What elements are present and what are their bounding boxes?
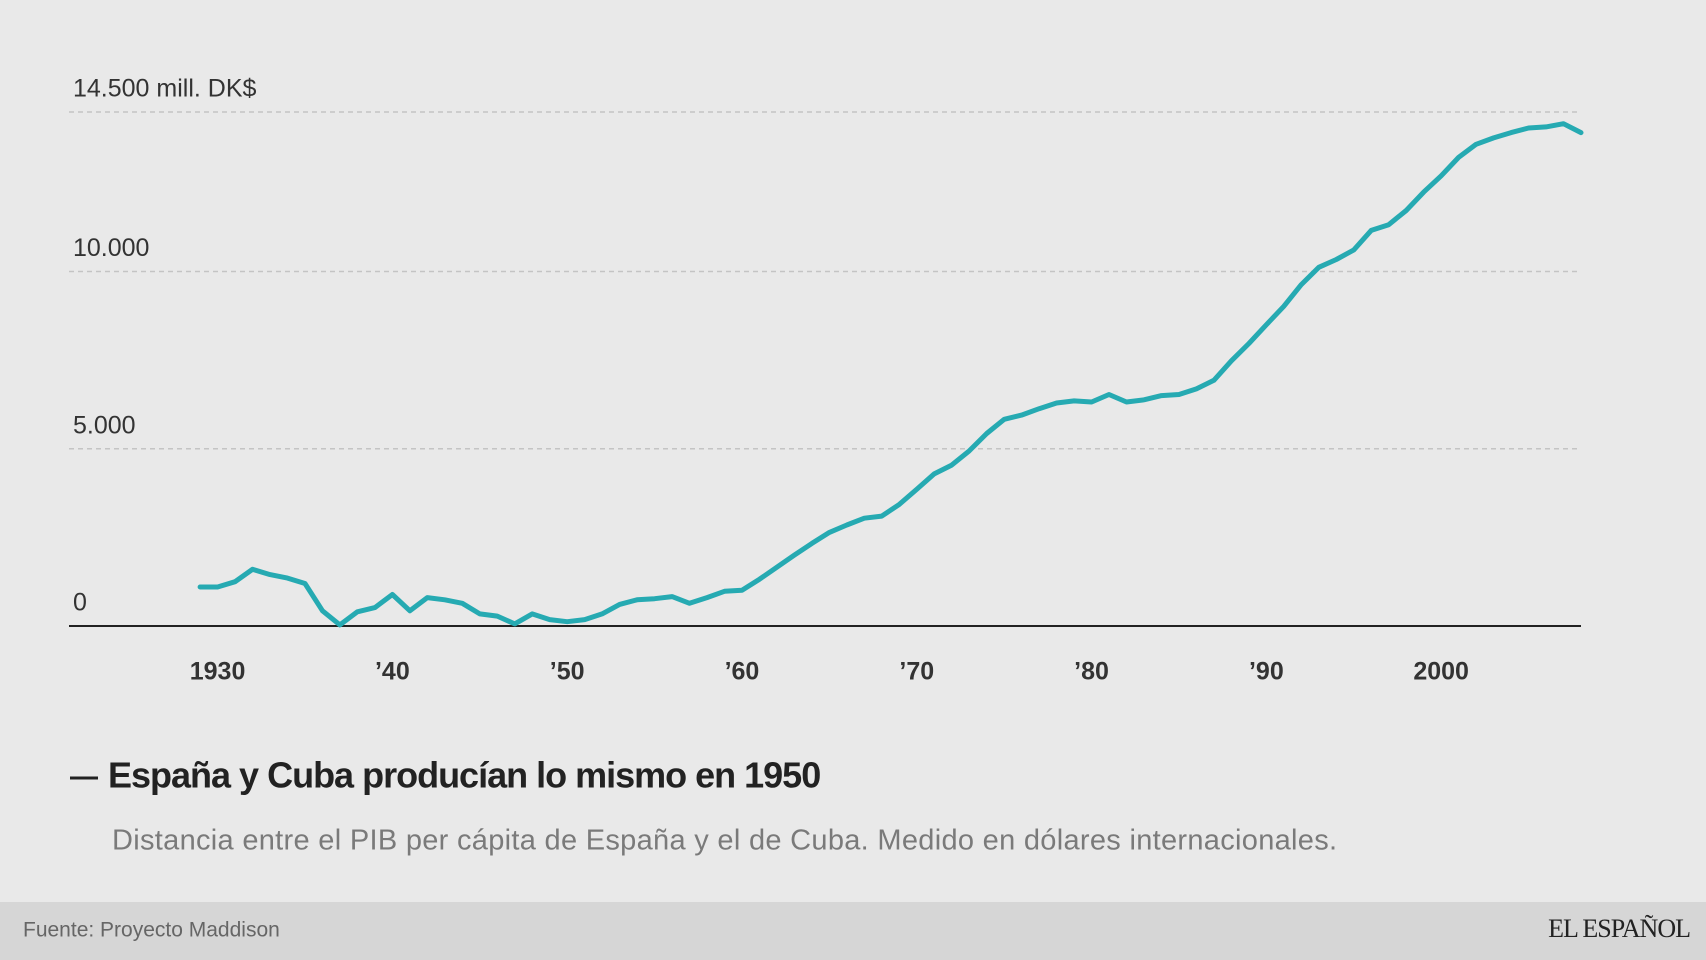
background: [0, 0, 1706, 902]
x-tick-label: ’90: [1249, 658, 1284, 686]
y-tick-label: 5.000: [73, 411, 136, 439]
y-tick-label: 0: [73, 589, 87, 617]
chart-title: España y Cuba producían lo mismo en 1950: [108, 755, 820, 796]
y-tick-label: 10.000: [73, 234, 149, 262]
x-tick-label: ’70: [899, 658, 934, 686]
data-line: [197, 121, 1584, 628]
y-tick-label: 14.500 mill. DK$: [73, 75, 257, 103]
x-tick-label: ’50: [550, 658, 585, 686]
x-tick-label: ’80: [1074, 658, 1109, 686]
x-tick-label: 1930: [190, 658, 246, 686]
brand-logo: EL ESPAÑOL: [1548, 914, 1690, 943]
x-tick-label: 2000: [1413, 658, 1469, 686]
x-tick-label: ’40: [375, 658, 410, 686]
x-tick-label: ’60: [725, 658, 760, 686]
source: Fuente: Proyecto Maddison: [23, 919, 280, 942]
chart-subtitle: Distancia entre el PIB per cápita de Esp…: [112, 825, 1337, 857]
footer-band: [0, 902, 1706, 960]
